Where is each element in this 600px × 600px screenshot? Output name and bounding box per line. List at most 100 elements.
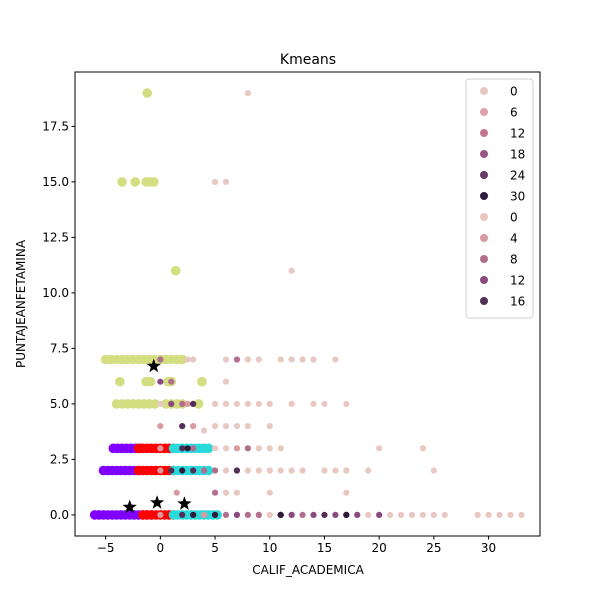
scatter-point <box>173 489 180 496</box>
centroid-markers <box>122 358 192 514</box>
scatter-point <box>244 356 251 363</box>
scatter-point <box>117 177 127 187</box>
scatter-point <box>266 445 273 452</box>
scatter-point <box>332 467 339 474</box>
scatter-point <box>299 467 306 474</box>
y-tick-label: 0.0 <box>50 508 69 522</box>
scatter-point <box>277 356 284 363</box>
legend-marker <box>480 108 488 116</box>
scatter-point <box>190 511 197 519</box>
plot-background <box>75 72 540 536</box>
scatter-point <box>222 467 230 474</box>
scatter-point <box>343 467 350 474</box>
scatter-point <box>266 467 273 474</box>
legend-marker <box>480 276 488 284</box>
scatter-point <box>190 445 197 452</box>
scatter-point <box>343 400 350 408</box>
x-axis-label: CALIF_ACADEMICA <box>252 563 364 577</box>
scatter-point <box>203 465 214 476</box>
legend-label: 0 <box>510 84 518 98</box>
scatter-point <box>277 467 284 474</box>
scatter-point <box>168 400 175 408</box>
scatter-point <box>222 423 230 430</box>
scatter-point <box>255 445 262 452</box>
scatter-point <box>179 400 186 408</box>
scatter-point <box>211 445 219 452</box>
scatter-point <box>222 511 230 519</box>
scatter-point <box>179 467 186 474</box>
scatter-point <box>343 511 350 519</box>
scatter-point <box>288 267 295 274</box>
scatter-point <box>288 356 295 363</box>
y-tick-label: 5.0 <box>50 397 69 411</box>
scatter-point <box>190 467 197 474</box>
scatter-point <box>266 423 273 430</box>
legend-label: 8 <box>510 252 518 266</box>
scatter-point <box>299 511 306 519</box>
scatter-point <box>211 467 219 474</box>
scatter-point <box>233 467 241 474</box>
scatter-point <box>244 89 251 97</box>
scatter-point <box>184 445 191 452</box>
scatter-points <box>89 88 525 520</box>
scatter-point <box>177 354 188 365</box>
scatter-point <box>190 400 197 408</box>
legend-label: 16 <box>510 294 525 308</box>
scatter-point <box>179 445 186 452</box>
scatter-point <box>496 511 503 519</box>
scatter-point <box>197 376 207 387</box>
scatter-point <box>310 356 317 363</box>
y-tick-label: 2.5 <box>50 453 69 467</box>
centroid-star <box>146 358 161 373</box>
scatter-point <box>332 511 339 519</box>
scatter-point <box>179 511 186 519</box>
plot-area <box>74 71 541 537</box>
scatter-point <box>211 423 219 430</box>
scatter-point <box>222 445 230 452</box>
scatter-point <box>222 489 230 496</box>
scatter-point <box>518 511 525 519</box>
scatter-point <box>157 400 164 408</box>
legend-label: 12 <box>510 273 525 287</box>
y-axis-label: PUNTAJEANFETAMINA <box>14 239 28 368</box>
scatter-point <box>222 178 230 185</box>
scatter-point <box>233 511 241 519</box>
scatter-point <box>365 467 372 474</box>
x-tick-label: 5 <box>211 541 219 555</box>
scatter-point <box>376 445 383 452</box>
scatter-point <box>130 177 140 187</box>
scatter-point <box>150 399 160 409</box>
legend-marker <box>480 129 488 137</box>
scatter-point <box>277 445 284 452</box>
scatter-point <box>201 511 208 519</box>
legend-label: 18 <box>510 147 525 161</box>
y-tick-label: 15.0 <box>42 175 69 189</box>
scatter-point <box>365 511 372 519</box>
scatter-point <box>115 376 125 387</box>
scatter-point <box>211 178 219 185</box>
legend-label: 4 <box>510 231 518 245</box>
y-tick-label: 7.5 <box>50 342 69 356</box>
legend-label: 24 <box>510 168 525 182</box>
centroid-star <box>177 496 192 510</box>
scatter-point <box>244 511 251 519</box>
scatter-point <box>266 511 273 519</box>
chart-title: Kmeans <box>280 52 336 68</box>
legend-marker <box>480 234 488 242</box>
scatter-point <box>408 511 416 519</box>
scatter-point <box>233 423 241 430</box>
scatter-point <box>321 511 328 519</box>
scatter-point <box>244 467 251 474</box>
x-tick-label: 10 <box>262 541 277 555</box>
scatter-point <box>233 489 241 496</box>
scatter-point <box>157 423 164 430</box>
scatter-point <box>203 443 214 454</box>
scatter-point <box>266 400 273 408</box>
scatter-point <box>190 423 197 430</box>
scatter-point <box>184 356 191 363</box>
scatter-point <box>201 467 208 474</box>
scatter-point <box>145 376 156 387</box>
scatter-point <box>376 511 383 519</box>
y-axis-ticks: 0.0 2.5 5.0 7.5 10.0 12.5 15.0 17.5 <box>42 120 75 522</box>
scatter-point <box>343 489 350 496</box>
